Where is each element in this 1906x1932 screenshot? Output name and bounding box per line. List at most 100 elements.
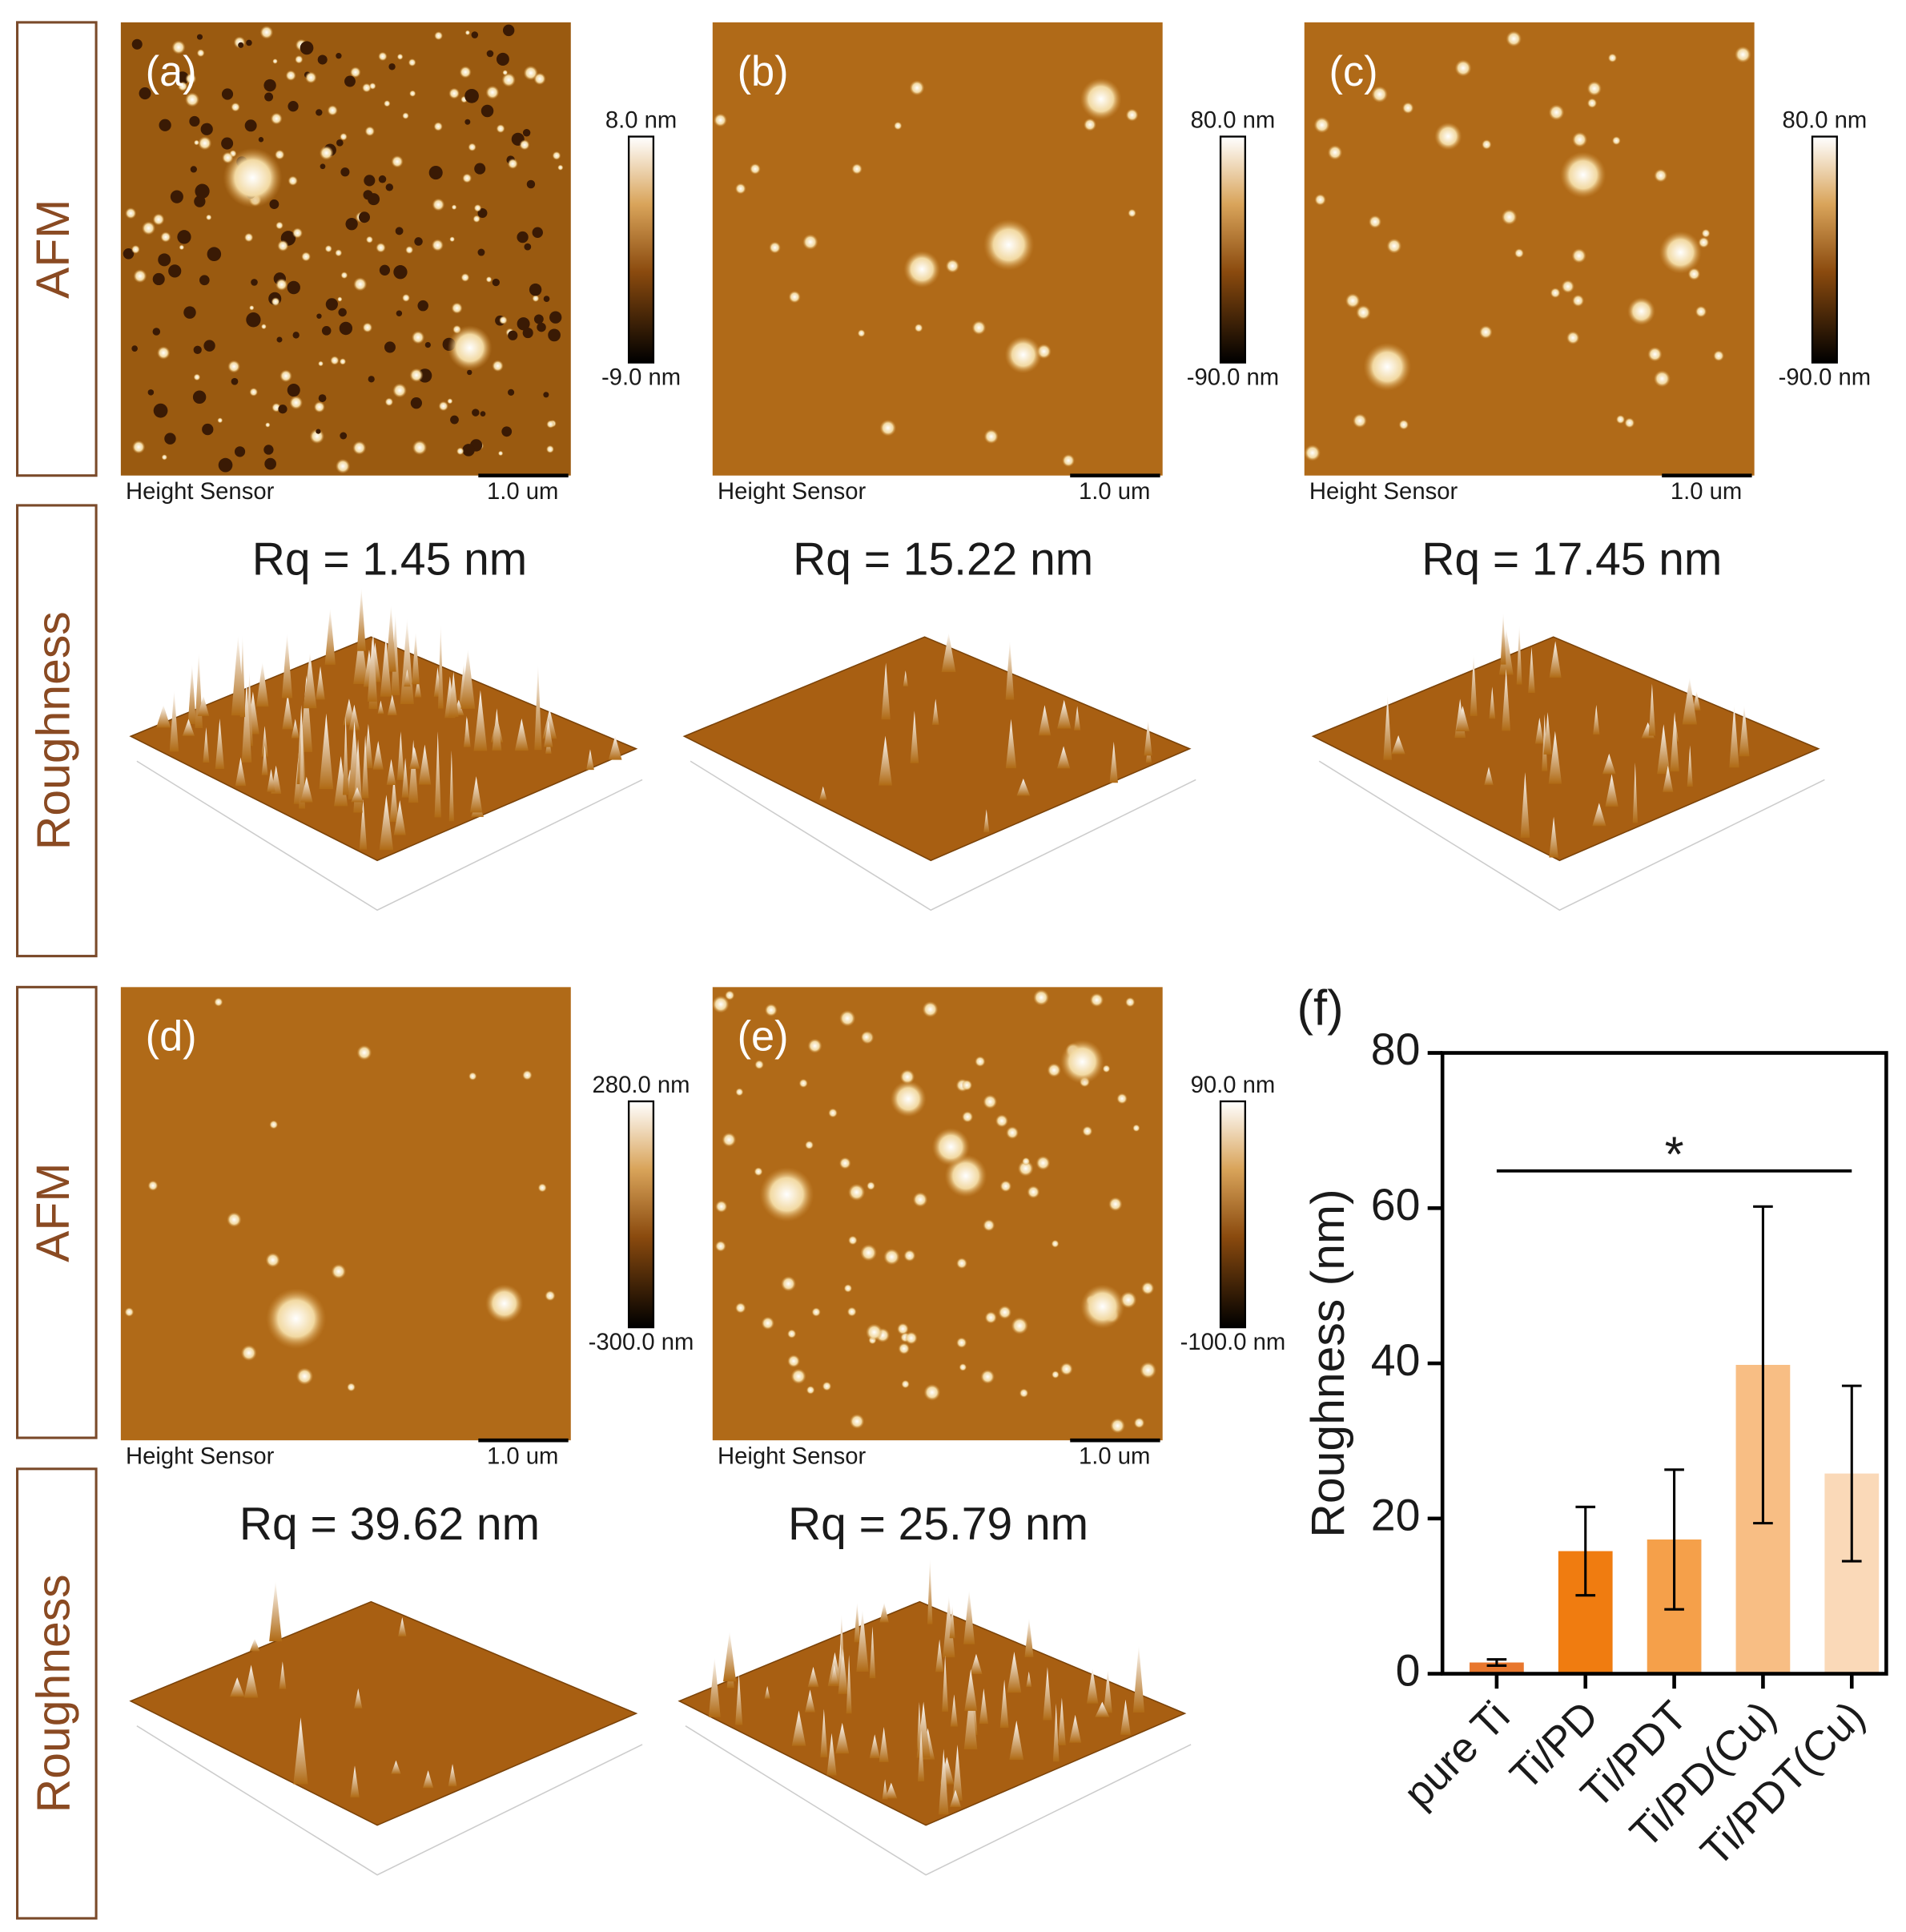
afm-feature [321, 326, 332, 336]
afm-feature [1060, 1362, 1073, 1376]
afm-feature [270, 112, 283, 125]
afm-feature [499, 316, 508, 325]
afm-cluster [1363, 342, 1412, 392]
surface-spike [351, 787, 364, 803]
surface-spike [1528, 646, 1535, 694]
surface-spike [608, 735, 622, 760]
surface-spike [391, 613, 400, 696]
surface-spike [353, 626, 368, 684]
afm-feature [318, 394, 327, 402]
afm-feature [392, 383, 408, 398]
surface-spike [230, 1677, 245, 1697]
surface-spike [1074, 706, 1081, 731]
afm-feature [879, 419, 897, 437]
afm-feature [822, 1381, 832, 1391]
afm-feature [1304, 445, 1321, 461]
afm-feature [456, 447, 464, 456]
afm-feature [411, 331, 425, 344]
afm-feature [240, 1345, 257, 1362]
afm-feature [432, 198, 445, 211]
surface-spike [469, 776, 483, 813]
afm-feature [806, 1386, 815, 1395]
x-tick-label: pure Ti [1395, 1693, 1519, 1817]
afm-feature [450, 415, 459, 425]
afm-feature [338, 308, 347, 317]
surface-spike [437, 623, 444, 709]
afm-feature [451, 302, 463, 314]
afm-feature [532, 227, 543, 238]
surface-spike [983, 809, 990, 833]
afm-feature [468, 143, 476, 151]
sensor-label: Height Sensor [1309, 478, 1458, 505]
surface-spike [1500, 612, 1506, 665]
afm-feature [391, 155, 404, 168]
surface-spike [187, 663, 196, 724]
surface-spike [412, 631, 420, 685]
surface-spike [261, 726, 268, 757]
afm-feature [956, 1258, 967, 1270]
afm-feature [402, 293, 410, 302]
afm-feature [227, 360, 240, 373]
afm-feature [896, 1322, 909, 1335]
afm-feature [156, 346, 171, 360]
surface-spike [372, 740, 384, 770]
afm-feature [851, 163, 863, 175]
afm-feature [1514, 248, 1524, 259]
afm-feature [408, 58, 416, 66]
afm-feature [438, 400, 448, 412]
afm-feature [781, 1276, 797, 1292]
afm-cluster [1659, 231, 1702, 274]
surface-spike [195, 652, 203, 729]
afm-feature [196, 34, 203, 40]
surface-axes [690, 760, 1196, 912]
afm-feature [725, 990, 735, 1000]
surface-spike [846, 1655, 852, 1714]
surface-spike [356, 587, 366, 651]
surface-spike [1549, 641, 1562, 678]
afm-feature [1615, 414, 1626, 425]
surface-spike [291, 718, 300, 739]
error-bar [1841, 1384, 1862, 1563]
afm-feature [769, 241, 781, 254]
afm-feature [331, 1264, 347, 1279]
afm-feature [193, 373, 201, 381]
y-tick-label: 0 [1396, 1645, 1421, 1695]
afm-feature [428, 166, 443, 180]
afm-feature [894, 121, 903, 131]
afm-cluster [447, 325, 493, 371]
afm-feature [221, 88, 234, 100]
afm-feature [324, 244, 332, 253]
surface-spike [805, 1689, 815, 1713]
surface-spike [963, 1589, 975, 1644]
surface-spike [348, 704, 360, 731]
afm-feature [1607, 53, 1618, 62]
surface-spike [708, 1656, 721, 1717]
afm-feature [353, 277, 368, 292]
surface-spike [1489, 686, 1496, 719]
afm-feature [263, 78, 276, 92]
afm-feature [414, 237, 423, 246]
afm-feature [526, 179, 536, 189]
afm-feature [362, 83, 372, 93]
panel-label: (e) [738, 1012, 789, 1060]
afm-feature [190, 166, 197, 173]
surface-spike [156, 705, 171, 728]
surface-spike [1548, 731, 1562, 784]
afm-feature [160, 231, 171, 243]
afm-feature [861, 1032, 872, 1043]
surface [682, 636, 1192, 862]
surface-spike [401, 758, 409, 798]
surface-spike [1534, 717, 1544, 744]
afm-feature [396, 310, 403, 317]
afm-feature [460, 273, 470, 282]
surface-spike [1670, 711, 1679, 772]
surface-spike [970, 1653, 983, 1674]
afm-feature [316, 429, 321, 434]
afm-feature [287, 384, 300, 397]
surface-spike [964, 1668, 978, 1711]
afm-feature [1132, 1124, 1140, 1133]
surface-spike [1542, 714, 1548, 771]
surface-3d [682, 632, 1196, 912]
afm-feature [196, 49, 205, 58]
afm-feature [945, 259, 959, 273]
